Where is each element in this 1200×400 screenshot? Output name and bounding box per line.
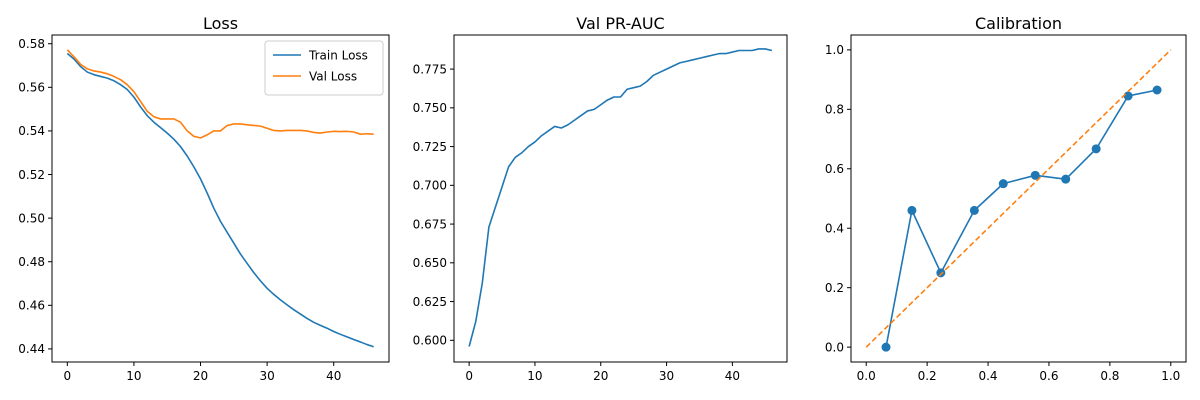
legend: Train Loss Val Loss	[264, 40, 384, 96]
y-tick-label: 1.0	[825, 43, 844, 57]
y-tick-label: 0.56	[18, 81, 45, 95]
x-tick-label: 30	[259, 369, 274, 383]
x-tick-label: 10	[126, 369, 141, 383]
x-tick-label: 40	[326, 369, 341, 383]
data-point	[1152, 85, 1162, 95]
series-line-train-loss	[66, 52, 374, 348]
y-tick-label: 0.675	[413, 217, 447, 231]
series-line-val-loss	[66, 49, 374, 139]
y-tick-label: 0.54	[18, 124, 45, 138]
y-tick-label: 0.8	[825, 103, 844, 117]
legend-label: Val Loss	[309, 69, 357, 83]
series-line-0	[468, 48, 773, 347]
series-line-0	[885, 89, 1158, 348]
y-tick-label: 0.50	[18, 211, 45, 225]
y-tick-label: 0.600	[413, 334, 447, 348]
x-tick-label: 0.2	[918, 369, 937, 383]
x-tick-label: 40	[725, 369, 740, 383]
y-tick-label: 0.4	[825, 222, 844, 236]
data-point	[1061, 174, 1071, 184]
data-point	[1091, 144, 1101, 154]
x-tick-label: 1.0	[1161, 369, 1180, 383]
x-tick-label: 30	[659, 369, 674, 383]
data-point	[1123, 91, 1133, 101]
x-tick-label: 0	[465, 369, 473, 383]
y-tick-label: 0.750	[413, 101, 447, 115]
chart-title: Loss	[203, 14, 238, 33]
x-tick-label: 10	[527, 369, 542, 383]
y-tick-label: 0.48	[18, 255, 45, 269]
y-tick-label: 0.2	[825, 281, 844, 295]
series-group	[468, 48, 773, 347]
plot-frame	[850, 34, 1187, 363]
chart-panel-2: Calibration 0.0 0.2 0.4 0.6 0.8 1.0 0.0 0.2 0.4 0.…	[825, 14, 1187, 383]
legend-label: Train Loss	[308, 48, 368, 62]
chart-title: Calibration	[975, 14, 1062, 33]
y-tick-label: 0.6	[825, 162, 844, 176]
x-tick-label: 0.4	[978, 369, 997, 383]
data-point	[998, 179, 1008, 189]
chart-panel-0: Loss 0 10 20 30 40 0.44 0.46 0.48 0.50 0.52 0.54 0.5…	[18, 14, 390, 383]
data-point	[936, 268, 946, 278]
y-tick-label: 0.52	[18, 168, 45, 182]
data-point	[881, 342, 891, 352]
data-point	[969, 205, 979, 215]
chart-panel-1: Val PR-AUC 0 10 20 30 40 0.600 0.625 0.650 0.675 0…	[413, 14, 788, 383]
y-tick-label: 0.725	[413, 140, 447, 154]
chart-title: Val PR-AUC	[576, 14, 664, 33]
plot-frame	[51, 34, 390, 363]
y-tick-label: 0.625	[413, 295, 447, 309]
x-tick-label: 0.6	[1039, 369, 1058, 383]
y-tick-label: 0.775	[413, 62, 447, 76]
y-tick-label: 0.44	[18, 342, 45, 356]
x-tick-label: 0	[63, 369, 71, 383]
plot-frame	[453, 34, 788, 363]
series-group	[66, 49, 374, 348]
y-tick-label: 0.700	[413, 179, 447, 193]
y-tick-label: 0.58	[18, 37, 45, 51]
y-tick-label: 0.46	[18, 299, 45, 313]
y-tick-label: 0.650	[413, 256, 447, 270]
x-tick-label: 20	[193, 369, 208, 383]
x-tick-label: 0.8	[1100, 369, 1119, 383]
series-line-1	[865, 49, 1172, 348]
x-tick-label: 20	[593, 369, 608, 383]
data-point	[907, 205, 917, 215]
series-group	[865, 49, 1172, 352]
data-point	[1030, 170, 1040, 180]
y-tick-label: 0.0	[825, 340, 844, 354]
x-tick-label: 0.0	[857, 369, 876, 383]
